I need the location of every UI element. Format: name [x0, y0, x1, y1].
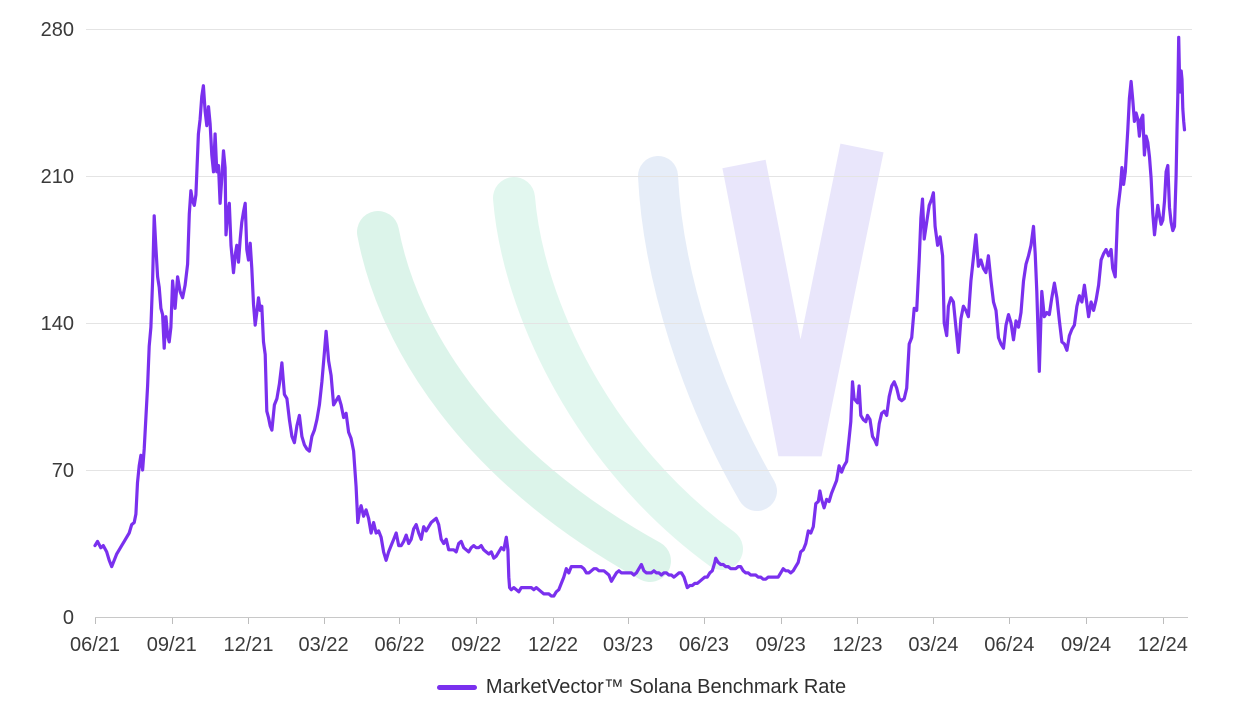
x-axis-labels: 06/21 09/21 12/21 03/22 06/22 09/22 12/22 03/23… — [70, 634, 1188, 656]
x-axis — [95, 617, 1188, 624]
y-tick-label: 210 — [41, 166, 74, 188]
x-tick-label: 06/23 — [679, 634, 729, 656]
watermark-swoosh-2 — [493, 177, 743, 570]
watermark-swoosh-1 — [357, 211, 671, 582]
x-tick-label: 09/21 — [147, 634, 197, 656]
y-tick-label: 70 — [52, 460, 74, 482]
x-tick-label: 03/22 — [299, 634, 349, 656]
x-tick-label: 03/24 — [908, 634, 958, 656]
y-axis-labels: 0 70 140 210 280 — [41, 19, 74, 629]
series-group — [93, 35, 1187, 598]
watermark-swoosh-3 — [638, 156, 777, 511]
x-tick-label: 12/21 — [223, 634, 273, 656]
x-tick-label: 03/23 — [603, 634, 653, 656]
marketvector-logo-watermark — [357, 143, 884, 582]
legend-line-swatch — [436, 684, 477, 690]
y-tick-label: 140 — [41, 313, 74, 335]
watermark-checkmark — [722, 143, 884, 457]
x-tick-label: 09/22 — [451, 634, 501, 656]
x-tick-label: 06/24 — [984, 634, 1034, 656]
legend: MarketVector™ Solana Benchmark Rate — [95, 671, 1188, 703]
x-tick-label: 12/24 — [1138, 634, 1188, 656]
x-tick-label: 12/22 — [528, 634, 578, 656]
y-tick-label: 0 — [63, 607, 74, 629]
x-tick-label: 12/23 — [832, 634, 882, 656]
x-tick-label: 06/21 — [70, 634, 120, 656]
gridlines — [86, 29, 1192, 471]
x-tick-label: 09/24 — [1061, 634, 1111, 656]
series-line — [93, 35, 1187, 598]
x-tick-label: 09/23 — [756, 634, 806, 656]
y-tick-label: 280 — [41, 19, 74, 41]
legend-label: MarketVector™ Solana Benchmark Rate — [485, 675, 847, 698]
x-tick-label: 06/22 — [374, 634, 424, 656]
